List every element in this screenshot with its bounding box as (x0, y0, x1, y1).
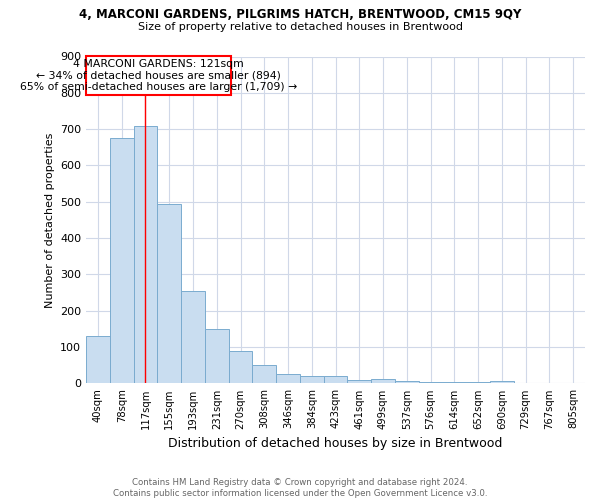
Bar (110, 138, 134, 384)
Bar (205, 329, 229, 384)
Bar (86, 56, 231, 94)
Bar (253, 366, 276, 384)
Bar (181, 291, 205, 384)
Bar (419, 382, 442, 384)
Bar (229, 350, 253, 384)
Bar (86, 336, 110, 384)
Bar (323, 376, 347, 384)
Bar (300, 376, 323, 384)
Bar (371, 379, 395, 384)
Text: Size of property relative to detached houses in Brentwood: Size of property relative to detached ho… (137, 22, 463, 32)
X-axis label: Distribution of detached houses by size in Brentwood: Distribution of detached houses by size … (169, 437, 503, 450)
Bar (157, 204, 181, 384)
Bar (466, 382, 490, 384)
Bar (490, 380, 514, 384)
Text: Contains HM Land Registry data © Crown copyright and database right 2024.
Contai: Contains HM Land Registry data © Crown c… (113, 478, 487, 498)
Y-axis label: Number of detached properties: Number of detached properties (44, 132, 55, 308)
Bar (442, 382, 466, 384)
Text: 4, MARCONI GARDENS, PILGRIMS HATCH, BRENTWOOD, CM15 9QY: 4, MARCONI GARDENS, PILGRIMS HATCH, BREN… (79, 8, 521, 20)
Bar (347, 380, 371, 384)
Text: 4 MARCONI GARDENS: 121sqm
← 34% of detached houses are smaller (894)
65% of semi: 4 MARCONI GARDENS: 121sqm ← 34% of detac… (20, 59, 297, 92)
Bar (276, 374, 300, 384)
Bar (395, 380, 419, 384)
Bar (134, 126, 157, 384)
